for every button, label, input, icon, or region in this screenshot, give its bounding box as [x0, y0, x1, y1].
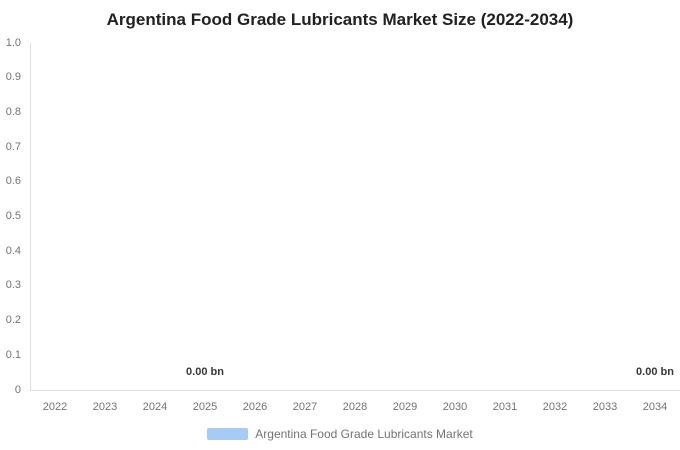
x-tick-label: 2032 — [542, 401, 568, 413]
x-axis-line — [30, 390, 680, 391]
x-tick-label: 2028 — [342, 401, 368, 413]
y-tick-label: 0.4 — [5, 245, 21, 257]
x-tick-label: 2034 — [642, 401, 668, 413]
y-tick-label: 0.9 — [5, 71, 21, 83]
x-tick-label: 2027 — [292, 401, 318, 413]
y-tick-label: 0.1 — [5, 349, 21, 361]
x-tick-label: 2022 — [42, 401, 68, 413]
y-tick-label: 0.5 — [5, 210, 21, 222]
data-label: 0.00 bn — [186, 366, 224, 378]
y-tick-label: 1.0 — [5, 37, 21, 49]
x-tick-label: 2031 — [492, 401, 518, 413]
y-tick-label: 0.2 — [5, 314, 21, 326]
legend-item[interactable]: Argentina Food Grade Lubricants Market — [0, 424, 680, 444]
x-tick-label: 2023 — [92, 401, 118, 413]
legend-swatch — [207, 428, 249, 440]
x-tick-label: 2025 — [192, 401, 218, 413]
y-tick-label: 0.8 — [5, 106, 21, 118]
y-tick-label: 0.7 — [5, 141, 21, 153]
chart-title: Argentina Food Grade Lubricants Market S… — [106, 10, 574, 29]
y-tick-label: 0.6 — [5, 175, 21, 187]
x-tick-label: 2029 — [392, 401, 418, 413]
x-tick-label: 2026 — [242, 401, 268, 413]
x-tick-label: 2033 — [592, 401, 618, 413]
x-tick-label: 2024 — [142, 401, 168, 413]
legend-label: Argentina Food Grade Lubricants Market — [255, 427, 473, 441]
y-axis-line — [30, 43, 31, 390]
y-tick-label: 0 — [14, 384, 21, 396]
y-tick-label: 0.3 — [5, 279, 21, 291]
x-tick-label: 2030 — [442, 401, 468, 413]
data-label: 0.00 bn — [636, 366, 674, 378]
